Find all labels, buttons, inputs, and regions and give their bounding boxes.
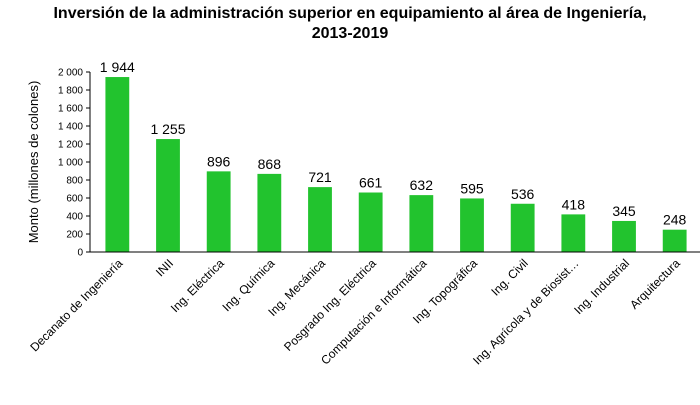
y-tick-label: 1 800 bbox=[58, 86, 83, 97]
bar bbox=[257, 173, 282, 252]
y-tick-label: 1 400 bbox=[58, 122, 83, 133]
bars bbox=[105, 77, 687, 252]
x-tick-label: INII bbox=[153, 256, 176, 279]
bar bbox=[156, 139, 180, 252]
data-label: 896 bbox=[207, 153, 231, 169]
y-tick-label: 600 bbox=[66, 194, 83, 205]
data-label: 418 bbox=[562, 196, 586, 212]
y-tick-label: 1 200 bbox=[58, 140, 83, 151]
chart-title: Inversión de la administración superior … bbox=[0, 4, 700, 44]
y-tick-label: 1 600 bbox=[58, 104, 83, 115]
x-tick-label: Ing. Agrícola y de Biosist… bbox=[470, 256, 581, 367]
y-tick-label: 2 000 bbox=[58, 68, 83, 79]
data-label: 632 bbox=[410, 177, 434, 193]
data-label: 595 bbox=[460, 180, 484, 196]
x-tick-label: Ing. Civil bbox=[488, 256, 530, 298]
chart-title-line-2: 2013-2019 bbox=[311, 25, 389, 42]
data-labels: 1 944 1 255 896 868 721 661 632 595 536 418 345 248 bbox=[100, 59, 687, 228]
data-label: 1 944 bbox=[100, 59, 135, 75]
y-axis: 0 200 400 600 800 1 000 1 200 1 400 1 600 1 800 2 … bbox=[58, 68, 91, 259]
x-tick-label: Posgrado Ing. Eléctrica bbox=[281, 256, 379, 354]
bar bbox=[105, 77, 130, 252]
bar bbox=[308, 187, 332, 252]
x-tick-label: Arquitectura bbox=[627, 256, 683, 312]
bar bbox=[662, 229, 687, 252]
bar bbox=[612, 220, 636, 252]
data-label: 1 255 bbox=[150, 121, 185, 137]
x-tick-label: Ing. Eléctrica bbox=[168, 256, 227, 315]
y-tick-label: 800 bbox=[66, 176, 83, 187]
data-label: 248 bbox=[663, 212, 687, 228]
data-label: 721 bbox=[308, 169, 332, 185]
data-label: 536 bbox=[511, 186, 535, 202]
bar bbox=[358, 192, 383, 252]
bar bbox=[510, 203, 535, 252]
y-tick-label: 200 bbox=[66, 230, 83, 241]
data-label: 868 bbox=[258, 156, 282, 172]
y-tick-label: 400 bbox=[66, 212, 83, 223]
y-axis-title: Monto (millones de colones) bbox=[26, 81, 41, 244]
data-label: 661 bbox=[359, 175, 383, 191]
bar bbox=[460, 198, 484, 252]
data-label: 345 bbox=[612, 203, 636, 219]
bar bbox=[206, 171, 231, 252]
x-tick-label: Decanato de Ingeniería bbox=[27, 256, 125, 354]
y-tick-label: 0 bbox=[77, 248, 83, 259]
y-tick-label: 1 000 bbox=[58, 158, 83, 169]
bar bbox=[561, 214, 586, 252]
chart-title-line-1: Inversión de la administración superior … bbox=[53, 5, 647, 22]
x-tick-label: Computación e Informática bbox=[318, 256, 430, 368]
bar bbox=[409, 195, 434, 252]
